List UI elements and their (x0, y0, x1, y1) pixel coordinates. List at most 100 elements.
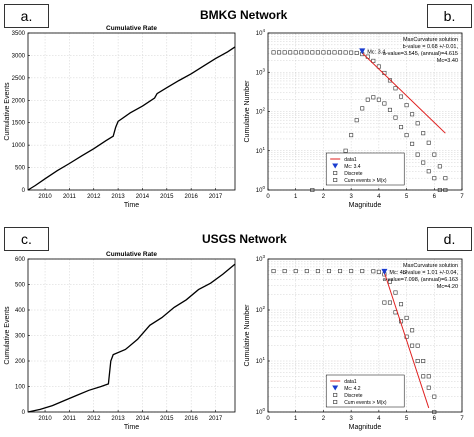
cumulative-point (338, 50, 343, 55)
x-tick-label: 4 (377, 194, 381, 200)
plot-frame (267, 32, 463, 191)
y-axis-label: Cumulative Events (4, 82, 11, 141)
y-tick-label: 300 (15, 334, 26, 340)
cumulative-point (293, 50, 298, 55)
discrete-point (365, 97, 370, 102)
discrete-point (426, 385, 431, 390)
x-tick-label: 2015 (160, 416, 174, 422)
x-tick-label: 3 (349, 194, 353, 200)
cumulative-point (360, 269, 365, 274)
x-tick-label: 5 (405, 194, 409, 200)
legend-discrete-swatch (333, 171, 338, 176)
x-tick-label: 2011 (63, 416, 77, 422)
y-axis-label: Cumulative Number (244, 304, 251, 367)
cumulative-rate-line (27, 263, 236, 413)
y-tick-label: 2000 (12, 98, 26, 104)
discrete-point (376, 97, 381, 102)
cumulative-point (421, 131, 426, 136)
cumulative-point (271, 50, 276, 55)
cumulative-point (443, 176, 448, 181)
legend-box (325, 152, 405, 186)
y-tick-label: 104 (256, 28, 266, 37)
cumulative-point (299, 50, 304, 55)
legend-discrete-swatch (333, 392, 338, 397)
legend-mc-swatch (332, 163, 339, 169)
y-tick-label: 3000 (12, 53, 26, 59)
cumulative-point (432, 152, 437, 157)
legend-entry: data1 (344, 379, 357, 385)
cumulative-point (376, 269, 381, 274)
legend-entry: Discrete (344, 393, 363, 399)
cumulative-point (321, 50, 326, 55)
x-axis-label: Magnitude (349, 424, 382, 431)
discrete-point (410, 141, 415, 146)
y-tick-label: 0 (22, 188, 26, 194)
y-tick-label: 100 (256, 407, 266, 416)
cumulative-point (399, 94, 404, 99)
legend-entry: data1 (344, 157, 357, 163)
x-tick-label: 6 (433, 416, 437, 422)
y-tick-label: 1000 (12, 143, 26, 149)
annotation-line: a-value=7.098, (annual)=6.163 (383, 277, 458, 283)
x-tick-label: 2017 (209, 194, 223, 200)
panel-d-chart: 0 1 2 3 4 5 6 7 100 101 102 103 Magnitude Cumulative … (244, 254, 464, 431)
y-tick-label: 1500 (12, 121, 26, 127)
x-tick-label: 7 (460, 194, 464, 200)
y-tick-label: 101 (256, 356, 266, 365)
discrete-point (387, 300, 392, 305)
y-tick-label: 500 (15, 283, 26, 289)
cumulative-point (293, 269, 298, 274)
x-tick-label: 2013 (111, 416, 125, 422)
legend-cumulative-swatch (333, 178, 338, 183)
annotation-line: a-value=3.545, (annual)=4.615 (383, 51, 458, 57)
legend-entry: Mc: 4.2 (344, 386, 361, 392)
discrete-point (410, 343, 415, 348)
cumulative-point (310, 50, 315, 55)
cumulative-point (421, 358, 426, 363)
y-tick-label: 103 (256, 67, 266, 76)
discrete-point (393, 115, 398, 120)
cumulative-point (404, 315, 409, 320)
x-axis-label: Time (124, 424, 139, 431)
chart-title: Cumulative Rate (106, 25, 157, 32)
annotation-line: b-value = 0.68 +/-0.01, (403, 44, 459, 50)
cumulative-point (315, 50, 320, 55)
cumulative-point (399, 302, 404, 307)
x-tick-label: 3 (349, 416, 353, 422)
x-tick-label: 2013 (111, 194, 125, 200)
legend-cumulative-swatch (333, 399, 338, 404)
annotation-line: MaxCurvature solution (403, 263, 458, 269)
panel-a-chart: 2010 2011 2012 2013 2014 2015 2016 2017 0 500 1000… (4, 25, 236, 209)
cumulative-point (326, 50, 331, 55)
discrete-point (404, 133, 409, 138)
y-tick-label: 102 (256, 305, 266, 314)
gutenberg-richter-fit-line (383, 272, 430, 409)
cumulative-point (343, 50, 348, 55)
cumulative-point (349, 269, 354, 274)
x-tick-label: 1 (294, 416, 298, 422)
x-tick-label: 0 (266, 194, 270, 200)
discrete-point (426, 169, 431, 174)
panel-d-label: d. (427, 227, 472, 251)
x-tick-label: 2010 (38, 194, 52, 200)
mc-marker (359, 48, 366, 55)
legend-entry: Discrete (344, 171, 363, 177)
discrete-point (421, 374, 426, 379)
discrete-point (343, 148, 348, 153)
plot-frame (267, 258, 463, 413)
cumulative-point (437, 164, 442, 169)
cumulative-point (387, 279, 392, 284)
x-tick-label: 2011 (63, 194, 77, 200)
legend-entry: Cum events > M(x) (344, 400, 387, 406)
cumulative-point (393, 86, 398, 91)
x-tick-label: 2015 (160, 194, 174, 200)
discrete-point (354, 118, 359, 123)
x-tick-label: 2 (322, 194, 326, 200)
cumulative-point (432, 394, 437, 399)
cumulative-rate-line (27, 46, 236, 191)
cumulative-point (349, 50, 354, 55)
x-axis-label: Time (124, 202, 139, 209)
cumulative-point (393, 290, 398, 295)
discrete-point (360, 106, 365, 111)
y-tick-label: 103 (256, 254, 266, 263)
